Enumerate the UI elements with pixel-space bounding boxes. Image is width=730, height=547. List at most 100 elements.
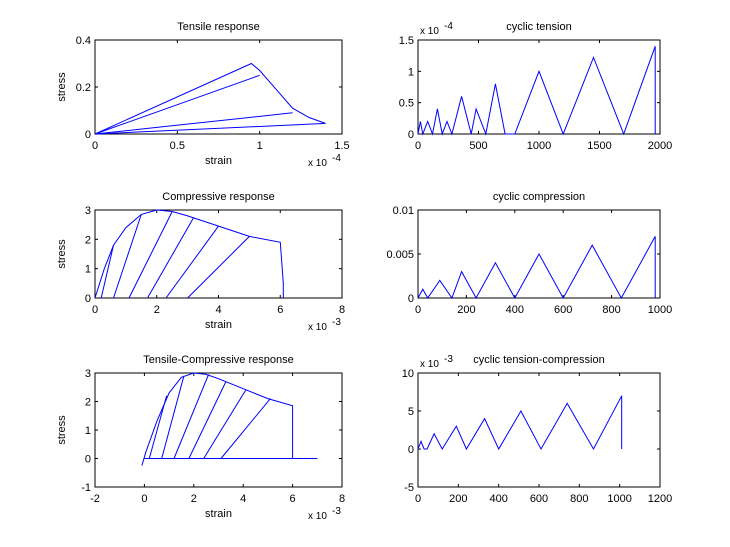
y-tick-label: 1 xyxy=(85,264,91,276)
exponent-power: -3 xyxy=(444,354,453,365)
x-tick-label: 600 xyxy=(530,493,548,505)
plot-compressive-response: 0 2 4 6 8 0 1 2 3 Compressive response strain stres… xyxy=(56,191,345,333)
series-line xyxy=(417,395,623,451)
series-line xyxy=(94,74,260,135)
series-line xyxy=(94,122,326,135)
x-tick-label: 1000 xyxy=(607,493,631,505)
y-tick-label: 2 xyxy=(85,397,91,409)
exponent-label: x 10 xyxy=(308,322,327,333)
y-tick-label: 0.005 xyxy=(386,249,414,261)
series-line xyxy=(188,381,227,459)
y-tick-label: 3 xyxy=(85,205,91,217)
series-line xyxy=(220,398,271,459)
y-tick-label: 1 xyxy=(85,425,91,437)
y-tick-label: 0 xyxy=(85,129,91,141)
y-tick-label: 5 xyxy=(408,406,414,418)
x-tick-label: 400 xyxy=(506,304,524,316)
exponent-power: -4 xyxy=(332,153,341,164)
x-tick-label: 0 xyxy=(141,493,147,505)
x-axis-label: strain xyxy=(205,508,232,520)
exponent-power: -3 xyxy=(332,506,341,517)
series-line xyxy=(173,374,210,459)
exponent-label: x 10 xyxy=(420,26,439,37)
y-tick-label: -5 xyxy=(404,482,414,494)
x-tick-label: 4 xyxy=(215,304,221,316)
chart-title: Tensile-Compressive response xyxy=(143,354,293,366)
x-tick-label: 8 xyxy=(339,304,345,316)
x-tick-label: 500 xyxy=(469,140,487,152)
series-line xyxy=(141,372,294,466)
y-tick-label: 10 xyxy=(402,368,414,380)
y-tick-label: 0.4 xyxy=(76,35,91,47)
x-tick-label: 0 xyxy=(415,493,421,505)
chart-title: Tensile response xyxy=(177,21,260,33)
x-tick-label: 2 xyxy=(154,304,160,316)
chart-title: cyclic tension xyxy=(506,21,571,33)
series-line xyxy=(94,62,326,135)
plot-tensile-compressive-response: -2 0 2 4 6 8 -1 0 1 2 3 Tensile-Compressive respons… xyxy=(56,354,345,522)
x-tick-label: 0.5 xyxy=(170,140,185,152)
x-tick-label: 8 xyxy=(339,493,345,505)
x-axis-label: strain xyxy=(205,319,232,331)
plot-cyclic-compression: 0 200 400 600 800 1000 0 0.005 0.01 cyclic compre… xyxy=(386,191,672,316)
x-tick-label: 600 xyxy=(554,304,572,316)
x-tick-label: 6 xyxy=(277,304,283,316)
series-line xyxy=(203,389,247,459)
x-tick-label: 0 xyxy=(415,304,421,316)
exponent-power: -3 xyxy=(332,317,341,328)
series-line xyxy=(417,236,656,300)
series-line xyxy=(94,112,293,135)
exponent-label: x 10 xyxy=(308,158,327,169)
exponent-label: x 10 xyxy=(420,359,439,370)
x-tick-label: -2 xyxy=(90,493,100,505)
y-tick-label: 0 xyxy=(85,293,91,305)
exponent-label: x 10 xyxy=(308,511,327,522)
x-tick-label: 1000 xyxy=(648,304,672,316)
y-axis-label: stress xyxy=(56,239,68,269)
chart-title: Compressive response xyxy=(162,191,275,203)
series-line xyxy=(113,214,142,299)
x-tick-label: 1.5 xyxy=(334,140,349,152)
x-tick-label: 200 xyxy=(457,304,475,316)
y-tick-label: 2 xyxy=(85,234,91,246)
y-tick-label: -1 xyxy=(81,482,91,494)
series-line xyxy=(128,211,173,299)
y-tick-label: 0 xyxy=(408,444,414,456)
x-tick-label: 1500 xyxy=(587,140,611,152)
series-line xyxy=(161,375,185,459)
x-tick-label: 800 xyxy=(602,304,620,316)
x-tick-label: 200 xyxy=(449,493,467,505)
y-tick-label: 0.2 xyxy=(76,82,91,94)
y-tick-label: 0 xyxy=(408,293,414,305)
series-line xyxy=(148,395,168,459)
x-tick-label: 400 xyxy=(489,493,507,505)
x-tick-label: 2000 xyxy=(648,140,672,152)
y-axis-label: stress xyxy=(56,72,68,102)
y-tick-label: 0.01 xyxy=(393,205,414,217)
y-tick-label: 0 xyxy=(408,129,414,141)
x-tick-label: 1000 xyxy=(527,140,551,152)
series-line xyxy=(417,46,656,136)
series-line xyxy=(165,225,219,299)
x-tick-label: 0 xyxy=(415,140,421,152)
x-axis-label: strain xyxy=(205,155,232,167)
x-tick-label: 0 xyxy=(92,140,98,152)
y-tick-label: 0 xyxy=(85,454,91,466)
series-line xyxy=(100,245,114,299)
x-tick-label: 6 xyxy=(290,493,296,505)
y-axis-label: stress xyxy=(56,415,68,445)
x-tick-label: 1200 xyxy=(648,493,672,505)
series-line xyxy=(187,236,250,299)
plot-tensile-response: 0 0.5 1 1.5 0 0.2 0.4 Tensile response strain str… xyxy=(56,21,350,169)
plot-cyclic-tension: 0 500 1000 1500 2000 0 0.5 1 1.5 cyclic tension x … xyxy=(399,21,673,152)
x-tick-label: 0 xyxy=(92,304,98,316)
y-tick-label: 3 xyxy=(85,368,91,380)
y-tick-label: 1 xyxy=(408,66,414,78)
x-tick-label: 800 xyxy=(570,493,588,505)
series-line xyxy=(147,217,195,299)
y-tick-label: 0.5 xyxy=(399,98,414,110)
chart-title: cyclic tension-compression xyxy=(473,354,604,366)
